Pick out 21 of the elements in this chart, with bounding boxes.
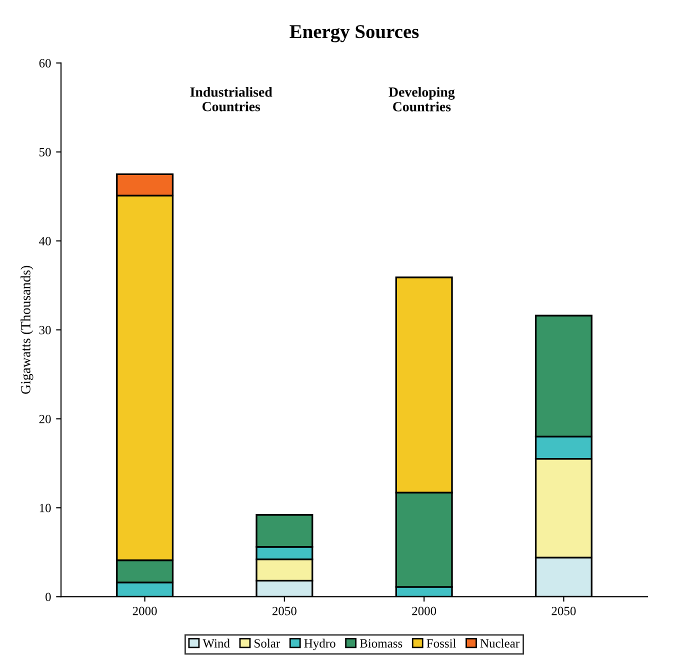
annotation: Developing Countries	[388, 87, 455, 112]
x-tick-label: 2050	[552, 606, 576, 616]
y-tick-label: 30	[39, 326, 51, 334]
y-tick-label: 40	[39, 236, 51, 246]
y-tick-label: 0	[46, 592, 51, 602]
annotation: Industrialised Countries	[190, 87, 272, 112]
legend-label: Solar	[254, 638, 280, 648]
legend-label: Wind	[202, 638, 230, 648]
x-tick-label: 2050	[272, 606, 296, 616]
y-tick-label: 60	[39, 59, 51, 68]
x-tick-label: 2000	[412, 606, 436, 616]
legend-label: Biomass	[360, 639, 402, 648]
y-tick-label: 20	[39, 414, 51, 424]
y-tick-label: 50	[40, 148, 51, 156]
x-tick-label: 2000	[132, 606, 157, 616]
legend-label: Nuclear	[480, 638, 520, 648]
legend-label: Hydro	[304, 638, 336, 650]
y-tick-label: 10	[40, 504, 51, 512]
y-axis-title: Gigawatts (Thousands)	[20, 266, 34, 394]
legend-label: Fossil	[426, 638, 456, 648]
chart-title: Energy Sources	[290, 25, 419, 42]
